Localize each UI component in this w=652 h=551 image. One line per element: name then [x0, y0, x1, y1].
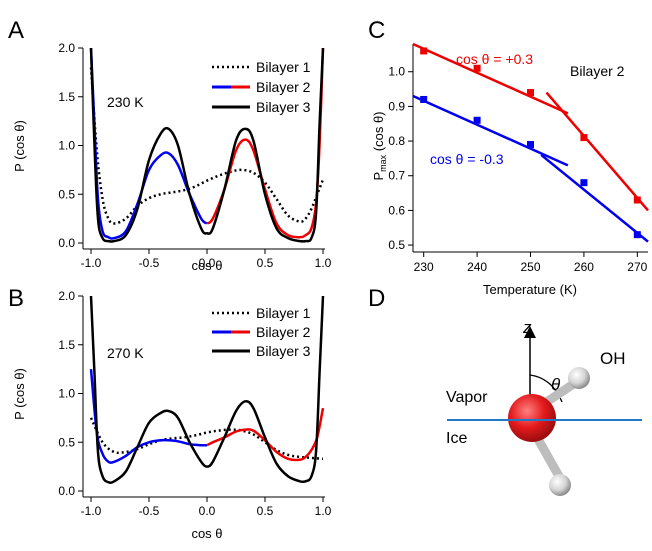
- panel-c-fit-line-cos-plus-1: [412, 42, 569, 115]
- ice-label: Ice: [446, 430, 467, 447]
- panel-c-x-tick-label: 240: [467, 260, 487, 274]
- panel-a-legend: Bilayer 1 Bilayer 2 Bilayer 3: [212, 59, 311, 115]
- panel-a-line-bilayer-3: [89, 47, 325, 243]
- panel-letter-b: B: [8, 285, 24, 312]
- panel-a-y-tick-label: 1.0: [58, 139, 75, 153]
- panel-a-temperature-label: 230 K: [107, 94, 144, 110]
- panel-c-bilayer-label: Bilayer 2: [570, 63, 625, 79]
- panel-a-legend-label-bilayer-3: Bilayer 3: [256, 99, 311, 115]
- panel-b-line-bilayer-2-right: [206, 407, 325, 462]
- panel-b-chart: -1.0 -0.5 0.0 0.5 1.0 0.0 0.5 1.0 1.5 2.0 270 K c…: [12, 289, 332, 541]
- oxygen-atom: [508, 394, 556, 442]
- panel-d-diagram: z θ OH Vapor Ice: [446, 318, 642, 496]
- panel-b-legend-label-bilayer-3: Bilayer 3: [256, 343, 311, 359]
- panel-a-x-tick-label: 0.0: [199, 256, 216, 270]
- panel-c-x-tick-label: 270: [627, 260, 647, 274]
- panel-c-point-cos-minus: [633, 231, 641, 239]
- vapor-label: Vapor: [446, 389, 488, 406]
- panel-b-y-tick-label: 0.0: [58, 484, 75, 498]
- panel-c-x-axis-label: Temperature (K): [483, 282, 577, 297]
- oh-label: OH: [600, 349, 626, 368]
- panel-a-chart: -1.0 -0.5 0.0 0.5 1.0 0.0 0.5 1.0 1.5 2.0 230 K c…: [12, 41, 332, 273]
- panel-a-y-tick-label: 1.5: [58, 90, 75, 104]
- panel-a-x-tick-label: 0.5: [257, 256, 274, 270]
- panel-a-legend-label-bilayer-1: Bilayer 1: [256, 59, 311, 75]
- panel-b-line-bilayer-2-left: [89, 368, 208, 464]
- panel-a-y-tick-label: 0.0: [58, 236, 75, 250]
- panel-b-x-tick-label: 1.0: [315, 504, 332, 518]
- panel-a-line-bilayer-2-left: [89, 47, 208, 240]
- panel-b-legend-label-bilayer-2: Bilayer 2: [256, 324, 311, 340]
- hydrogen-atom-lower: [549, 474, 571, 496]
- panel-b-y-tick-label: 1.0: [58, 387, 75, 401]
- panel-c-point-cos-plus: [633, 196, 641, 204]
- panel-c-point-cos-minus: [473, 116, 481, 124]
- panel-c-point-cos-minus: [420, 95, 428, 103]
- panel-a-line-bilayer-1: [89, 67, 325, 225]
- panel-c-point-cos-plus: [420, 47, 428, 55]
- panel-a-legend-label-bilayer-2: Bilayer 2: [256, 79, 311, 95]
- panel-c-y-tick-label: 1.0: [388, 65, 405, 79]
- panel-c-chart: 230 240 250 260 270 0.5 0.6 0.7 0.8 0.9 1.0 cos θ …: [371, 42, 649, 297]
- panel-c-point-cos-plus: [473, 64, 481, 72]
- panel-c-label-cos-minus: cos θ = -0.3: [430, 151, 504, 167]
- panel-b-legend: Bilayer 1 Bilayer 2 Bilayer 3: [212, 305, 311, 359]
- panel-c-y-tick-label: 0.7: [388, 169, 405, 183]
- panel-b-y-tick-label: 1.5: [58, 338, 75, 352]
- z-axis-label: z: [522, 318, 532, 337]
- panel-c-x-tick-label: 250: [520, 260, 540, 274]
- panel-c-point-cos-plus: [580, 134, 588, 142]
- hydrogen-atom-upper: [568, 367, 590, 389]
- panel-letter-c: C: [368, 17, 385, 44]
- panel-c-y-axis-label: Pmax (cos θ): [371, 111, 388, 180]
- panel-b-x-axis-label: cos θ: [191, 526, 222, 541]
- panel-c-y-tick-label: 0.9: [388, 99, 405, 113]
- panel-a-y-tick-label: 0.5: [58, 187, 75, 201]
- panel-c-fit-line-cos-minus-2: [540, 153, 649, 243]
- panel-a-y-axis-label: P (cos θ): [12, 120, 27, 172]
- panel-letter-a: A: [8, 17, 24, 44]
- panel-letter-d: D: [368, 285, 385, 312]
- panel-a-line-bilayer-2-right: [206, 47, 325, 239]
- panel-c-y-tick-label: 0.8: [388, 134, 405, 148]
- panel-b-temperature-label: 270 K: [107, 345, 144, 361]
- panel-c-point-cos-minus: [580, 179, 588, 187]
- panel-c-fit-line-cos-minus-1: [412, 94, 569, 167]
- panel-b-y-tick-label: 0.5: [58, 435, 75, 449]
- panel-c-point-cos-plus: [527, 89, 534, 97]
- panel-b-x-tick-label: -0.5: [139, 504, 160, 518]
- panel-c-x-tick-label: 260: [574, 260, 594, 274]
- panel-a-curves: [89, 47, 325, 243]
- panel-b-y-tick-label: 2.0: [58, 289, 75, 303]
- panel-b-line-bilayer-1: [89, 417, 324, 461]
- panel-a-x-tick-label: -1.0: [81, 256, 102, 270]
- panel-a-x-tick-label: 1.0: [315, 256, 332, 270]
- panel-b-x-tick-label: 0.0: [199, 504, 216, 518]
- panel-c-y-tick-label: 0.5: [388, 238, 405, 252]
- panel-b-curves: [89, 295, 325, 484]
- panel-a-x-tick-label: -0.5: [139, 256, 160, 270]
- panel-a-x-axis-label: cos θ: [191, 258, 222, 273]
- panel-b-legend-label-bilayer-1: Bilayer 1: [256, 305, 311, 321]
- panel-b-x-tick-label: -1.0: [81, 504, 102, 518]
- panel-c-y-tick-label: 0.6: [388, 203, 405, 217]
- panel-b-y-axis-label: P (cos θ): [12, 368, 27, 420]
- panel-c-x-tick-label: 230: [414, 260, 434, 274]
- panel-c-fit-line-cos-plus-2: [545, 91, 649, 212]
- panel-a-y-tick-label: 2.0: [58, 41, 75, 55]
- panel-b-line-bilayer-3: [89, 295, 325, 484]
- panel-c-label-cos-plus: cos θ = +0.3: [456, 51, 533, 67]
- panel-c-point-cos-minus: [527, 141, 534, 149]
- panel-b-x-tick-label: 0.5: [257, 504, 274, 518]
- theta-label: θ: [551, 375, 561, 394]
